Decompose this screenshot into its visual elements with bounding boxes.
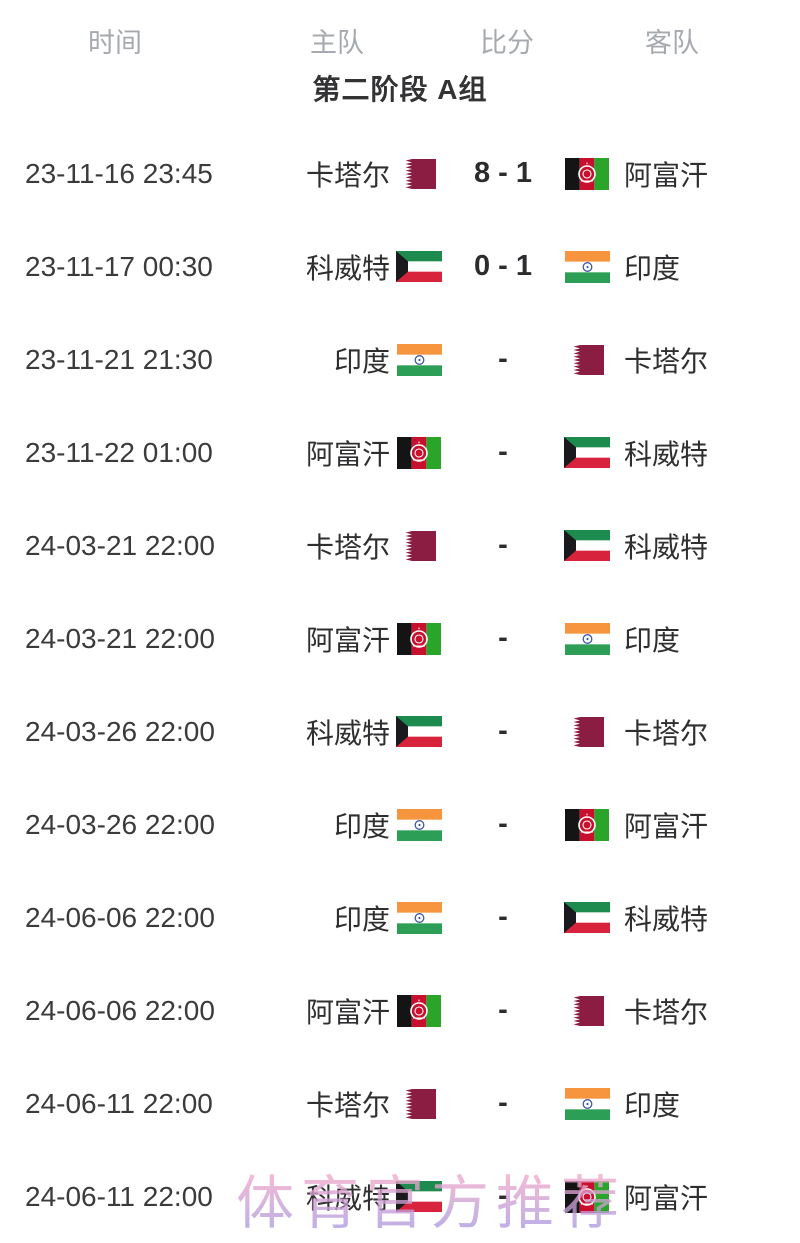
qatar-flag-icon — [558, 716, 616, 747]
match-time: 24-03-21 22:00 — [25, 529, 215, 561]
afghanistan-flag-icon — [390, 622, 448, 655]
away-team-name: 印度 — [624, 252, 681, 284]
kuwait-flag-icon — [558, 530, 616, 561]
match-row[interactable]: 24-06-06 22:00 阿富汗 - 卡塔尔 — [0, 964, 800, 1057]
match-row[interactable]: 24-03-26 22:00 科威特 - 卡塔尔 — [0, 685, 800, 778]
home-team-name: 印度 — [333, 903, 390, 935]
match-score: - — [498, 529, 508, 561]
kuwait-flag-icon — [390, 1181, 448, 1212]
home-team-name: 阿富汗 — [305, 624, 390, 656]
match-time: 23-11-21 21:30 — [25, 343, 213, 375]
column-header-away: 客队 — [645, 27, 699, 58]
kuwait-flag-icon — [390, 251, 448, 282]
afghanistan-flag-icon — [558, 808, 616, 841]
qatar-flag-icon — [390, 158, 448, 189]
column-header-time: 时间 — [88, 27, 142, 58]
qatar-flag-icon — [390, 530, 448, 561]
away-team-name: 卡塔尔 — [624, 717, 709, 749]
match-time: 24-06-06 22:00 — [25, 994, 215, 1026]
match-time: 23-11-22 01:00 — [25, 436, 213, 468]
qatar-flag-icon — [558, 344, 616, 375]
match-time: 24-06-11 22:00 — [25, 1180, 213, 1212]
home-team-name: 阿富汗 — [305, 996, 390, 1028]
india-flag-icon — [558, 1087, 616, 1120]
india-flag-icon — [390, 901, 448, 934]
match-score: - — [498, 901, 508, 933]
group-stage-title: 第二阶段 A组 — [312, 74, 488, 105]
home-team-name: 科威特 — [305, 252, 390, 284]
match-time: 24-03-21 22:00 — [25, 622, 215, 654]
afghanistan-flag-icon — [390, 436, 448, 469]
away-team-name: 科威特 — [624, 531, 709, 563]
match-row[interactable]: 24-06-06 22:00 印度 - 科威特 — [0, 871, 800, 964]
home-team-name: 印度 — [333, 345, 390, 377]
table-header-row: 时间 主队 比分 客队 — [0, 0, 800, 62]
away-team-name: 科威特 — [624, 438, 709, 470]
away-team-name: 阿富汗 — [624, 1182, 709, 1214]
qatar-flag-icon — [558, 995, 616, 1026]
india-flag-icon — [558, 250, 616, 283]
home-team-name: 科威特 — [305, 1182, 390, 1214]
home-team-name: 印度 — [333, 810, 390, 842]
away-team-name: 科威特 — [624, 903, 709, 935]
match-row[interactable]: 24-03-21 22:00 卡塔尔 - 科威特 — [0, 499, 800, 592]
away-team-name: 印度 — [624, 624, 681, 656]
home-team-name: 卡塔尔 — [305, 531, 390, 563]
kuwait-flag-icon — [558, 437, 616, 468]
match-score: 0 - 1 — [473, 250, 533, 282]
match-score: 8 - 1 — [473, 157, 533, 189]
match-row[interactable]: 23-11-21 21:30 印度 - 卡塔尔 — [0, 313, 800, 406]
match-time: 23-11-16 23:45 — [25, 157, 213, 189]
match-row[interactable]: 24-03-21 22:00 阿富汗 - 印度 — [0, 592, 800, 685]
match-row[interactable]: 24-03-26 22:00 印度 - 阿富汗 — [0, 778, 800, 871]
match-time: 24-03-26 22:00 — [25, 808, 215, 840]
away-team-name: 阿富汗 — [624, 159, 709, 191]
match-row[interactable]: 24-06-11 22:00 卡塔尔 - 印度 — [0, 1057, 800, 1150]
match-time: 24-06-11 22:00 — [25, 1087, 213, 1119]
match-score: - — [498, 343, 508, 375]
kuwait-flag-icon — [558, 902, 616, 933]
india-flag-icon — [390, 808, 448, 841]
qatar-flag-icon — [390, 1088, 448, 1119]
match-score: - — [498, 622, 508, 654]
home-team-name: 卡塔尔 — [305, 159, 390, 191]
afghanistan-flag-icon — [558, 157, 616, 190]
afghanistan-flag-icon — [558, 1180, 616, 1213]
match-time: 23-11-17 00:30 — [25, 250, 213, 282]
home-team-name: 科威特 — [305, 717, 390, 749]
match-score: - — [498, 808, 508, 840]
match-score: - — [498, 715, 508, 747]
afghanistan-flag-icon — [390, 994, 448, 1027]
match-row[interactable]: 24-06-11 22:00 科威特 - 阿富汗 — [0, 1150, 800, 1243]
away-team-name: 阿富汗 — [624, 810, 709, 842]
match-row[interactable]: 23-11-16 23:45 卡塔尔 8 - 1 阿富汗 — [0, 127, 800, 220]
match-score: - — [498, 1087, 508, 1119]
home-team-name: 阿富汗 — [305, 438, 390, 470]
match-row[interactable]: 23-11-17 00:30 科威特 0 - 1 印度 — [0, 220, 800, 313]
match-list: 23-11-16 23:45 卡塔尔 8 - 1 阿富汗 23-11-17 00… — [0, 114, 800, 1243]
india-flag-icon — [390, 343, 448, 376]
match-score: - — [498, 436, 508, 468]
kuwait-flag-icon — [390, 716, 448, 747]
india-flag-icon — [558, 622, 616, 655]
match-score: - — [498, 994, 508, 1026]
column-header-home: 主队 — [310, 27, 364, 58]
home-team-name: 卡塔尔 — [305, 1089, 390, 1121]
match-time: 24-03-26 22:00 — [25, 715, 215, 747]
away-team-name: 印度 — [624, 1089, 681, 1121]
match-score: - — [498, 1180, 508, 1212]
away-team-name: 卡塔尔 — [624, 996, 709, 1028]
match-time: 24-06-06 22:00 — [25, 901, 215, 933]
column-header-score: 比分 — [480, 27, 534, 58]
away-team-name: 卡塔尔 — [624, 345, 709, 377]
match-row[interactable]: 23-11-22 01:00 阿富汗 - 科威特 — [0, 406, 800, 499]
